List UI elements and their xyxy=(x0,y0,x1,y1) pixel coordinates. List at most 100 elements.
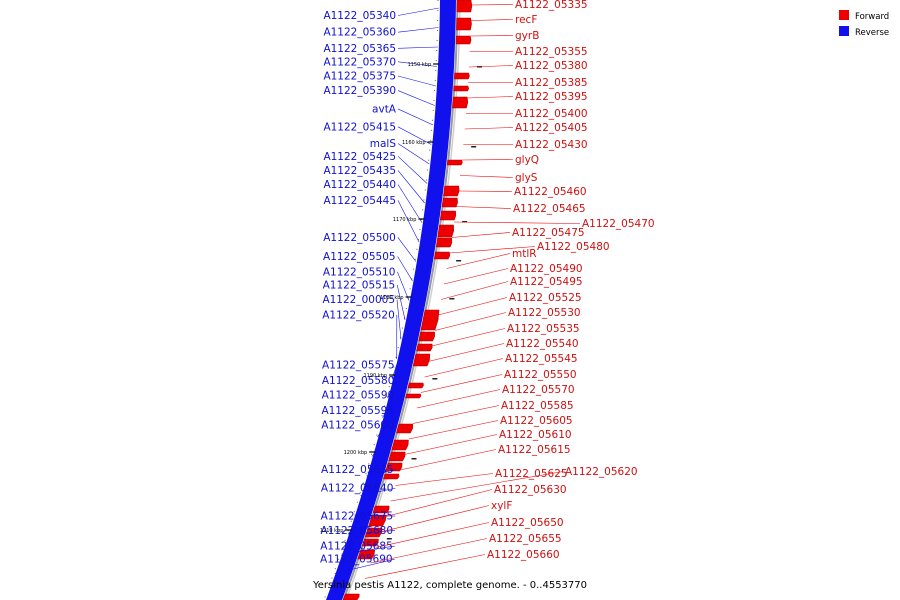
forward-gene-label: A1122_05550 xyxy=(504,369,577,381)
forward-label-leader xyxy=(380,505,490,533)
scale-tick-label: 1190 kbp xyxy=(364,373,388,379)
forward-gene-block xyxy=(455,35,472,45)
forward-gene-label: A1122_05480 xyxy=(537,241,610,253)
gene-features xyxy=(342,0,483,600)
forward-label-leader xyxy=(451,232,511,238)
forward-gene-block xyxy=(342,593,360,600)
reverse-gene-label: A1122_05340 xyxy=(323,10,396,22)
scale-tick-label: 1210 kbp xyxy=(320,528,344,534)
forward-label-leader xyxy=(424,358,504,378)
forward-label-leader xyxy=(456,206,512,209)
forward-gene-block xyxy=(453,85,470,92)
forward-label-leader xyxy=(408,420,499,440)
forward-gene-label: A1122_05525 xyxy=(509,292,582,304)
reverse-label-leader xyxy=(397,126,432,145)
legend-swatch-reverse xyxy=(839,26,849,36)
reverse-gene-label: A1122_05440 xyxy=(323,179,396,191)
forward-gene-label: A1122_05385 xyxy=(515,77,588,89)
scale-tick-label: 1200 kbp xyxy=(344,450,368,456)
reverse-label-leader xyxy=(397,184,423,223)
forward-label-leader xyxy=(364,554,486,579)
forward-gene-label: A1122_05585 xyxy=(501,400,574,412)
reverse-gene-label: A1122_05435 xyxy=(323,165,396,177)
forward-gene-label: A1122_05335 xyxy=(515,0,588,11)
forward-gene-label: A1122_05610 xyxy=(499,429,572,441)
reverse-gene-label: A1122_05375 xyxy=(323,70,396,82)
forward-label-leader xyxy=(453,221,581,224)
reverse-label-leader xyxy=(396,284,406,321)
forward-gene-block xyxy=(361,538,379,547)
forward-label-leader xyxy=(399,449,497,471)
forward-label-leader xyxy=(470,35,514,37)
reverse-label-leader xyxy=(397,27,439,33)
forward-gene-label: recF xyxy=(515,14,537,26)
forward-gene-label: A1122_05400 xyxy=(515,108,588,120)
forward-gene-label: A1122_05355 xyxy=(515,46,588,58)
forward-gene-label: A1122_05655 xyxy=(489,533,562,545)
forward-label-leader xyxy=(446,253,511,269)
forward-label-leader xyxy=(468,65,514,68)
forward-label-leader xyxy=(458,190,513,192)
reverse-label-leader xyxy=(397,170,425,204)
forward-label-leader xyxy=(438,297,508,316)
reverse-label-leader xyxy=(387,380,397,399)
forward-gene-label: A1122_05660 xyxy=(487,549,560,561)
reverse-label-leader xyxy=(397,200,420,243)
forward-gene-label: mtlR xyxy=(512,248,537,260)
forward-gene-label: A1122_05495 xyxy=(510,276,583,288)
reverse-label-leader xyxy=(397,108,434,126)
reverse-gene-label: A1122_05505 xyxy=(323,251,396,263)
forward-gene-block xyxy=(454,72,470,80)
reverse-gene-labels: A1122_05340A1122_05360A1122_05365A1122_0… xyxy=(320,7,439,574)
reverse-label-leader xyxy=(397,75,436,87)
forward-gene-block xyxy=(396,423,414,434)
forward-gene-label: A1122_05620 xyxy=(565,466,638,478)
track-marker xyxy=(386,538,392,540)
forward-label-leader xyxy=(404,434,498,455)
scale-tick-label: 1150 kbp xyxy=(408,62,432,68)
forward-label-leader xyxy=(443,268,509,285)
track-marker xyxy=(471,146,477,148)
forward-label-leader xyxy=(467,96,514,99)
forward-gene-label: A1122_05395 xyxy=(515,91,588,103)
forward-gene-label: A1122_05460 xyxy=(514,186,587,198)
reverse-gene-label: A1122_05360 xyxy=(323,27,396,39)
reverse-label-leader xyxy=(377,410,397,438)
forward-gene-label: A1122_05650 xyxy=(491,517,564,529)
track-marker xyxy=(411,458,417,460)
forward-label-leader xyxy=(434,312,507,331)
forward-label-leader xyxy=(390,471,564,502)
forward-gene-block xyxy=(372,505,390,514)
forward-gene-label: A1122_05605 xyxy=(500,415,573,427)
forward-gene-block xyxy=(405,393,422,399)
reverse-gene-label: A1122_05685 xyxy=(320,541,393,553)
reverse-gene-label: A1122_05635 xyxy=(321,464,394,476)
reverse-gene-label: A1122_05370 xyxy=(323,56,396,68)
forward-gene-label: A1122_05535 xyxy=(507,323,580,335)
forward-gene-block xyxy=(383,473,400,480)
forward-gene-label: A1122_05530 xyxy=(508,307,581,319)
reverse-label-leader xyxy=(397,156,428,184)
forward-label-leader xyxy=(385,489,493,517)
forward-gene-label: A1122_05465 xyxy=(513,203,586,215)
forward-label-leader xyxy=(441,281,509,300)
forward-label-leader xyxy=(464,127,514,130)
reverse-gene-label: A1122_05690 xyxy=(320,554,393,566)
forward-gene-block xyxy=(437,224,454,238)
reverse-gene-label: A1122_05595 xyxy=(321,405,394,417)
forward-gene-label: xylF xyxy=(491,500,512,512)
forward-gene-label: glyQ xyxy=(515,154,539,166)
scale-tick-label: 1180 kbp xyxy=(380,295,404,301)
reverse-gene-label: A1122_05680 xyxy=(320,525,393,537)
legend-label-forward: Forward xyxy=(855,12,889,22)
forward-label-leader xyxy=(431,328,506,347)
track-marker xyxy=(432,378,438,380)
forward-gene-block xyxy=(357,549,376,560)
minor-tick-rail xyxy=(323,0,439,600)
forward-gene-label: A1122_05615 xyxy=(498,444,571,456)
forward-label-leader xyxy=(412,405,500,424)
forward-gene-block xyxy=(446,159,463,166)
forward-label-leader xyxy=(395,473,494,486)
forward-gene-label: A1122_05405 xyxy=(515,122,588,134)
